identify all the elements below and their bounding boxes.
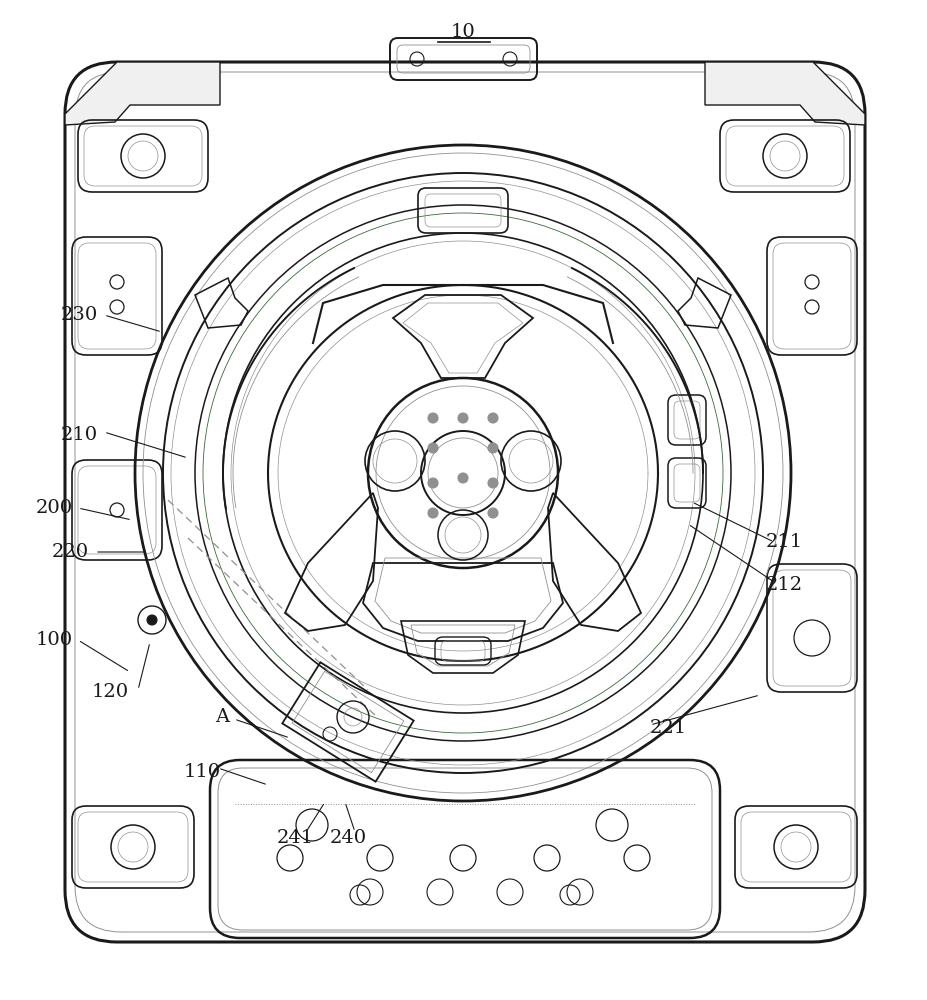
Text: A: A (215, 708, 229, 726)
Polygon shape (705, 62, 865, 125)
Text: 120: 120 (92, 683, 129, 701)
Circle shape (488, 443, 498, 453)
Text: 220: 220 (51, 543, 89, 561)
Text: 240: 240 (329, 829, 366, 847)
Text: 110: 110 (184, 763, 221, 781)
Text: 10: 10 (451, 23, 476, 41)
Circle shape (458, 413, 468, 423)
Text: 200: 200 (35, 499, 72, 517)
Circle shape (488, 478, 498, 488)
Text: 211: 211 (766, 533, 803, 551)
Text: 212: 212 (766, 576, 803, 594)
Text: 221: 221 (650, 719, 687, 737)
Circle shape (428, 508, 438, 518)
Text: 241: 241 (276, 829, 313, 847)
Circle shape (428, 413, 438, 423)
Circle shape (147, 615, 157, 625)
Circle shape (488, 508, 498, 518)
Circle shape (488, 413, 498, 423)
Text: 210: 210 (60, 426, 97, 444)
Circle shape (428, 478, 438, 488)
Circle shape (458, 473, 468, 483)
Circle shape (428, 443, 438, 453)
Text: 230: 230 (60, 306, 97, 324)
Polygon shape (65, 62, 220, 125)
Text: 100: 100 (35, 631, 72, 649)
